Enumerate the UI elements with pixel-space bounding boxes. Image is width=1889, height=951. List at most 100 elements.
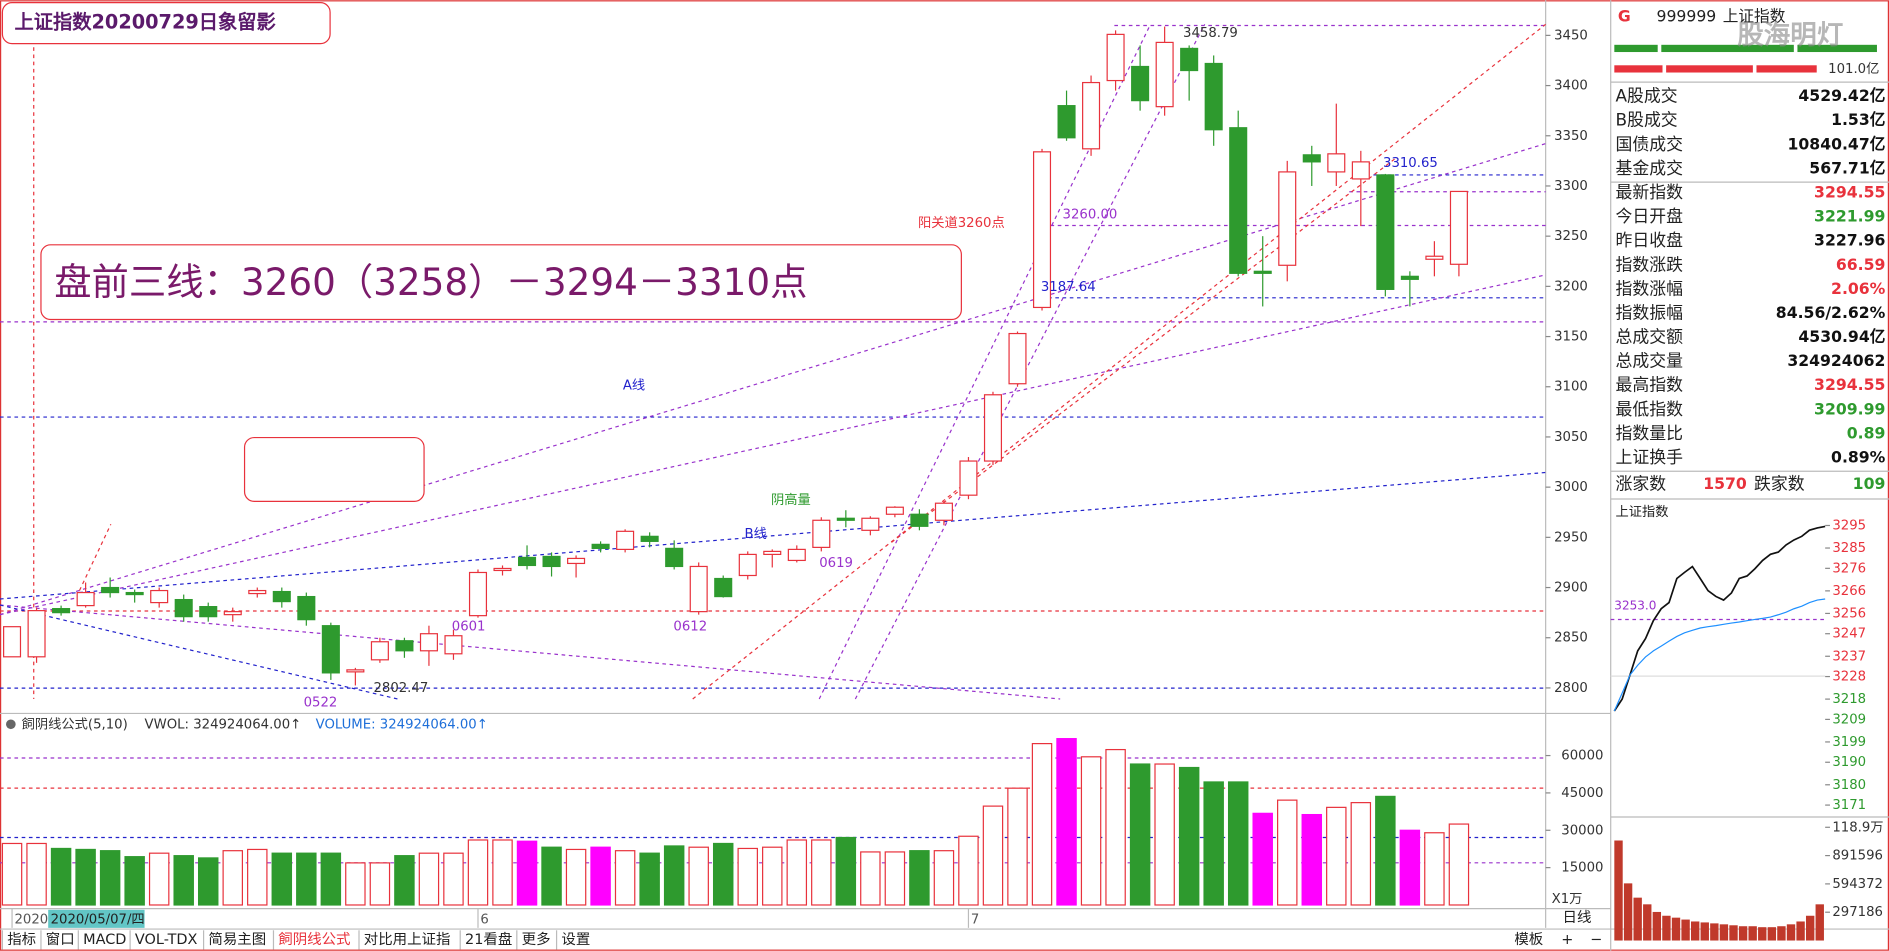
breadth-value: 1570 xyxy=(1703,474,1747,493)
annotation: 2802.47 xyxy=(373,681,428,696)
intraday-volume xyxy=(1786,924,1796,941)
y-tick-label: 3199 xyxy=(1832,735,1866,750)
volume-bar xyxy=(712,842,734,906)
toolbar-button[interactable]: 日线 xyxy=(1563,909,1592,926)
y-tick-label: 3000 xyxy=(1554,480,1588,495)
toolbar-tab[interactable]: 飼阴线公式 xyxy=(278,931,350,948)
y-tick-label: 3150 xyxy=(1554,330,1588,345)
toolbar-button[interactable]: 模板 xyxy=(1514,930,1543,948)
candle-body xyxy=(125,591,144,596)
headline-box xyxy=(40,244,962,321)
toolbar-tab[interactable]: 窗口 xyxy=(46,930,75,948)
candle-body xyxy=(689,565,708,613)
quote-value: 3294.55 xyxy=(1814,375,1885,394)
quote-label: B股成交 xyxy=(1616,110,1678,130)
volume-bar xyxy=(1375,795,1396,906)
volume-bar xyxy=(443,852,464,906)
volume-bar xyxy=(811,839,832,906)
volume-bar xyxy=(1301,813,1323,906)
quote-value: 0.89 xyxy=(1847,423,1886,442)
candle-body xyxy=(1351,161,1370,180)
intraday-volume xyxy=(1614,840,1623,941)
cursor-date: 2020/05/07/四 xyxy=(51,912,145,927)
title-box xyxy=(1,2,331,45)
volume-bar xyxy=(1277,799,1298,906)
toolbar-button[interactable]: − xyxy=(1590,932,1602,948)
intraday-volume xyxy=(1719,924,1729,941)
candle-body xyxy=(836,517,855,521)
volume-bar xyxy=(26,842,47,906)
toolbar-button[interactable]: + xyxy=(1561,932,1573,948)
bar-segment xyxy=(1797,44,1877,53)
candle-body xyxy=(861,517,880,531)
y-tick-label: 30000 xyxy=(1561,823,1603,838)
volume-bar xyxy=(1080,756,1102,906)
y-tick-label: 2850 xyxy=(1554,631,1588,646)
candle-body xyxy=(419,633,438,652)
toolbar-tab[interactable]: 指标 xyxy=(7,931,36,948)
intraday-volume xyxy=(1758,927,1767,941)
toolbar-tab[interactable]: VOL-TDX xyxy=(135,932,198,948)
candle-body xyxy=(1327,153,1346,173)
quote-label: A股成交 xyxy=(1616,86,1678,106)
candle-body xyxy=(1008,332,1027,385)
volume-bar xyxy=(835,836,857,906)
y-tick-label: 45000 xyxy=(1561,786,1603,801)
toolbar-tab[interactable]: 对比用上证指 xyxy=(364,931,451,948)
y-tick-label: 2800 xyxy=(1554,681,1588,696)
candle-body xyxy=(27,610,46,658)
intraday-volume xyxy=(1671,917,1681,941)
volume-bar xyxy=(1448,823,1470,906)
annotation: 0612 xyxy=(673,620,707,635)
candle-body xyxy=(468,571,488,617)
toolbar-tab[interactable]: 简易主图 xyxy=(208,931,266,948)
volume-bar xyxy=(1,842,23,906)
candle-body xyxy=(1425,255,1444,260)
volume-bar xyxy=(1154,763,1175,906)
volume-bar xyxy=(1007,787,1028,906)
y-tick-label: 3247 xyxy=(1832,627,1866,642)
title: 上证指数20200729日象留影 xyxy=(14,11,276,34)
candle-body xyxy=(1253,270,1272,274)
intraday-volume xyxy=(1767,927,1777,941)
trend-line xyxy=(891,156,1398,543)
y-tick-label: 297186 xyxy=(1832,905,1883,920)
empty-box xyxy=(243,436,425,503)
quote-value: 2.06% xyxy=(1831,279,1886,298)
intraday-volume xyxy=(1815,904,1824,941)
candle-body xyxy=(763,550,782,556)
volume-bar xyxy=(1399,829,1421,906)
volume-bar xyxy=(786,839,808,906)
candle-body xyxy=(812,519,831,548)
trend-line xyxy=(0,471,1546,600)
candle-body xyxy=(640,535,659,542)
quote-value: 3209.99 xyxy=(1814,399,1885,418)
quote-value: 567.71亿 xyxy=(1809,158,1885,177)
y-tick-label: 3050 xyxy=(1554,430,1588,445)
toolbar-tab[interactable]: 更多 xyxy=(522,931,551,948)
candle-body xyxy=(199,606,218,618)
intraday-volume xyxy=(1700,922,1709,941)
candle-body xyxy=(714,577,733,598)
amount-note: 101.0亿 xyxy=(1828,61,1879,77)
trend-line xyxy=(0,604,398,700)
volume-bar xyxy=(516,840,538,906)
toolbar-tab[interactable]: 设置 xyxy=(561,931,590,948)
y-tick-label: 3100 xyxy=(1554,380,1588,395)
toolbar-tab[interactable]: 21看盘 xyxy=(465,930,512,948)
candle-body xyxy=(1131,65,1150,102)
candle-body xyxy=(1400,275,1419,280)
candle-body xyxy=(885,506,904,515)
candle-body xyxy=(1155,41,1174,108)
toolbar-tab[interactable]: MACD xyxy=(83,932,126,948)
quote-value: 3221.99 xyxy=(1814,207,1885,226)
volume-bar xyxy=(958,835,979,906)
intraday-volume xyxy=(1623,883,1633,941)
trend-line xyxy=(78,524,112,591)
trend-line xyxy=(0,274,1546,616)
candle-body xyxy=(76,591,95,607)
quote-label: 上证换手 xyxy=(1616,447,1684,467)
y-tick-label: 3266 xyxy=(1832,584,1866,599)
